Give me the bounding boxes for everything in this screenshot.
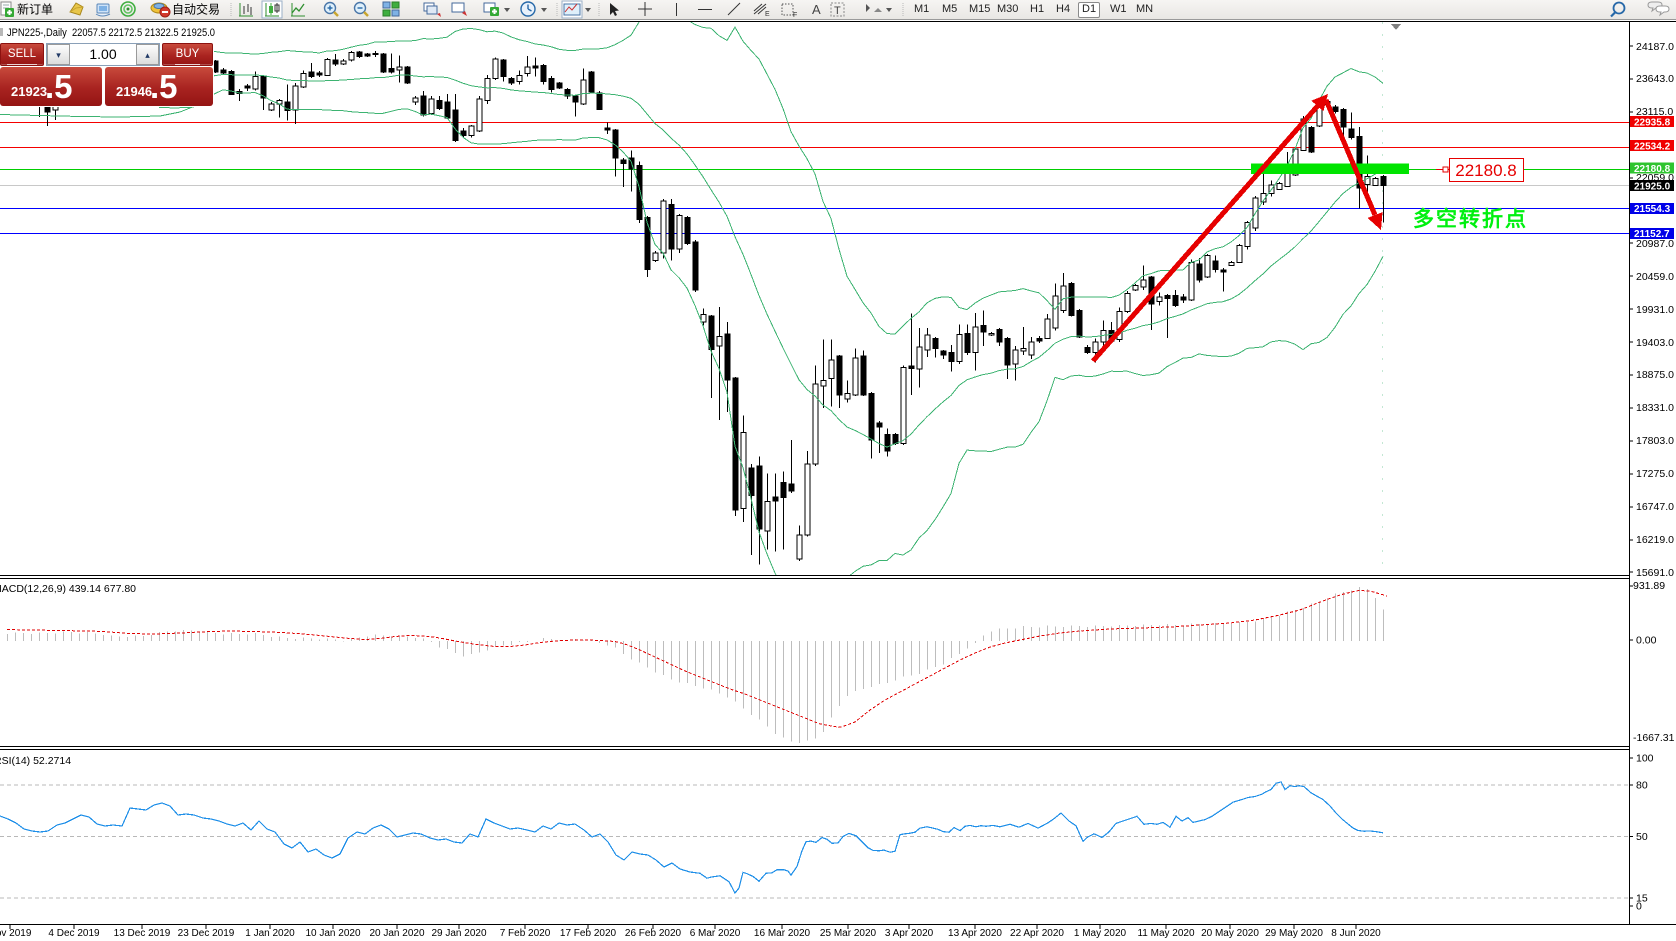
svg-text:Nov 2019: Nov 2019 bbox=[0, 928, 32, 939]
svg-text:17275.0: 17275.0 bbox=[1636, 468, 1674, 480]
svg-text:6 Mar 2020: 6 Mar 2020 bbox=[690, 928, 741, 939]
svg-text:A: A bbox=[812, 2, 821, 17]
svg-text:E: E bbox=[765, 11, 770, 18]
svg-text:20 May 2020: 20 May 2020 bbox=[1201, 928, 1259, 939]
svg-text:17803.0: 17803.0 bbox=[1636, 435, 1674, 447]
svg-text:23 Dec 2019: 23 Dec 2019 bbox=[178, 928, 235, 939]
svg-text:16747.0: 16747.0 bbox=[1636, 501, 1674, 513]
svg-text:0.00: 0.00 bbox=[1636, 635, 1657, 647]
svg-text:1 Jan 2020: 1 Jan 2020 bbox=[245, 928, 295, 939]
svg-text:15691.0: 15691.0 bbox=[1636, 567, 1674, 579]
svg-text:多空转折点: 多空转折点 bbox=[1413, 207, 1528, 231]
svg-text:F: F bbox=[793, 12, 797, 19]
svg-text:MACD(12,26,9) 439.14 677.80: MACD(12,26,9) 439.14 677.80 bbox=[0, 583, 136, 595]
svg-text:21925.0: 21925.0 bbox=[1634, 181, 1671, 192]
svg-text:22 Apr 2020: 22 Apr 2020 bbox=[1010, 928, 1064, 939]
svg-text:19931.0: 19931.0 bbox=[1636, 304, 1674, 316]
svg-text:11 May 2020: 11 May 2020 bbox=[1137, 928, 1195, 939]
svg-text:23643.0: 23643.0 bbox=[1636, 73, 1674, 85]
svg-text:19403.0: 19403.0 bbox=[1636, 337, 1674, 349]
svg-text:3 Apr 2020: 3 Apr 2020 bbox=[885, 928, 934, 939]
svg-text:T: T bbox=[834, 5, 841, 17]
svg-text:22935.8: 22935.8 bbox=[1634, 118, 1671, 129]
svg-text:新订单: 新订单 bbox=[17, 2, 53, 17]
svg-text:100: 100 bbox=[1636, 753, 1654, 765]
svg-text:20459.0: 20459.0 bbox=[1636, 271, 1674, 283]
svg-text:0: 0 bbox=[1636, 901, 1642, 913]
svg-text:21152.7: 21152.7 bbox=[1634, 229, 1670, 240]
svg-text:13 Apr 2020: 13 Apr 2020 bbox=[948, 928, 1002, 939]
svg-text:29 Jan 2020: 29 Jan 2020 bbox=[431, 928, 486, 939]
svg-text:7 Feb 2020: 7 Feb 2020 bbox=[500, 928, 551, 939]
svg-text:22534.2: 22534.2 bbox=[1634, 141, 1671, 152]
svg-text:26 Feb 2020: 26 Feb 2020 bbox=[625, 928, 682, 939]
svg-text:JPN225-,Daily 22057.5 22172.5: JPN225-,Daily 22057.5 22172.5 21322.5 21… bbox=[7, 27, 215, 39]
svg-text:29 May 2020: 29 May 2020 bbox=[1265, 928, 1323, 939]
svg-text:80: 80 bbox=[1636, 779, 1648, 791]
svg-text:17 Feb 2020: 17 Feb 2020 bbox=[560, 928, 617, 939]
svg-text:18875.0: 18875.0 bbox=[1636, 369, 1674, 381]
svg-text:8 Jun 2020: 8 Jun 2020 bbox=[1331, 928, 1381, 939]
svg-text:22180.8: 22180.8 bbox=[1455, 161, 1516, 180]
svg-text:24187.0: 24187.0 bbox=[1636, 41, 1674, 53]
svg-text:16 Mar 2020: 16 Mar 2020 bbox=[754, 928, 811, 939]
svg-text:自动交易: 自动交易 bbox=[172, 2, 220, 17]
svg-text:22180.8: 22180.8 bbox=[1634, 164, 1671, 175]
svg-text:13 Dec 2019: 13 Dec 2019 bbox=[114, 928, 171, 939]
svg-text:4 Dec 2019: 4 Dec 2019 bbox=[48, 928, 100, 939]
svg-text:-1667.31: -1667.31 bbox=[1633, 732, 1675, 744]
svg-text:21554.3: 21554.3 bbox=[1634, 204, 1671, 215]
svg-text:18331.0: 18331.0 bbox=[1636, 402, 1674, 414]
svg-text:15: 15 bbox=[1636, 892, 1648, 904]
svg-text:20987.0: 20987.0 bbox=[1636, 238, 1674, 250]
svg-text:931.89: 931.89 bbox=[1633, 580, 1665, 592]
svg-text:16219.0: 16219.0 bbox=[1636, 534, 1674, 546]
svg-text:23115.0: 23115.0 bbox=[1636, 106, 1673, 118]
svg-text:50: 50 bbox=[1636, 831, 1648, 843]
svg-text:10 Jan 2020: 10 Jan 2020 bbox=[305, 928, 360, 939]
svg-text:20 Jan 2020: 20 Jan 2020 bbox=[369, 928, 424, 939]
svg-text:1 May 2020: 1 May 2020 bbox=[1074, 928, 1127, 939]
svg-text:RSI(14) 52.2714: RSI(14) 52.2714 bbox=[0, 755, 71, 767]
svg-text:25 Mar 2020: 25 Mar 2020 bbox=[820, 928, 877, 939]
